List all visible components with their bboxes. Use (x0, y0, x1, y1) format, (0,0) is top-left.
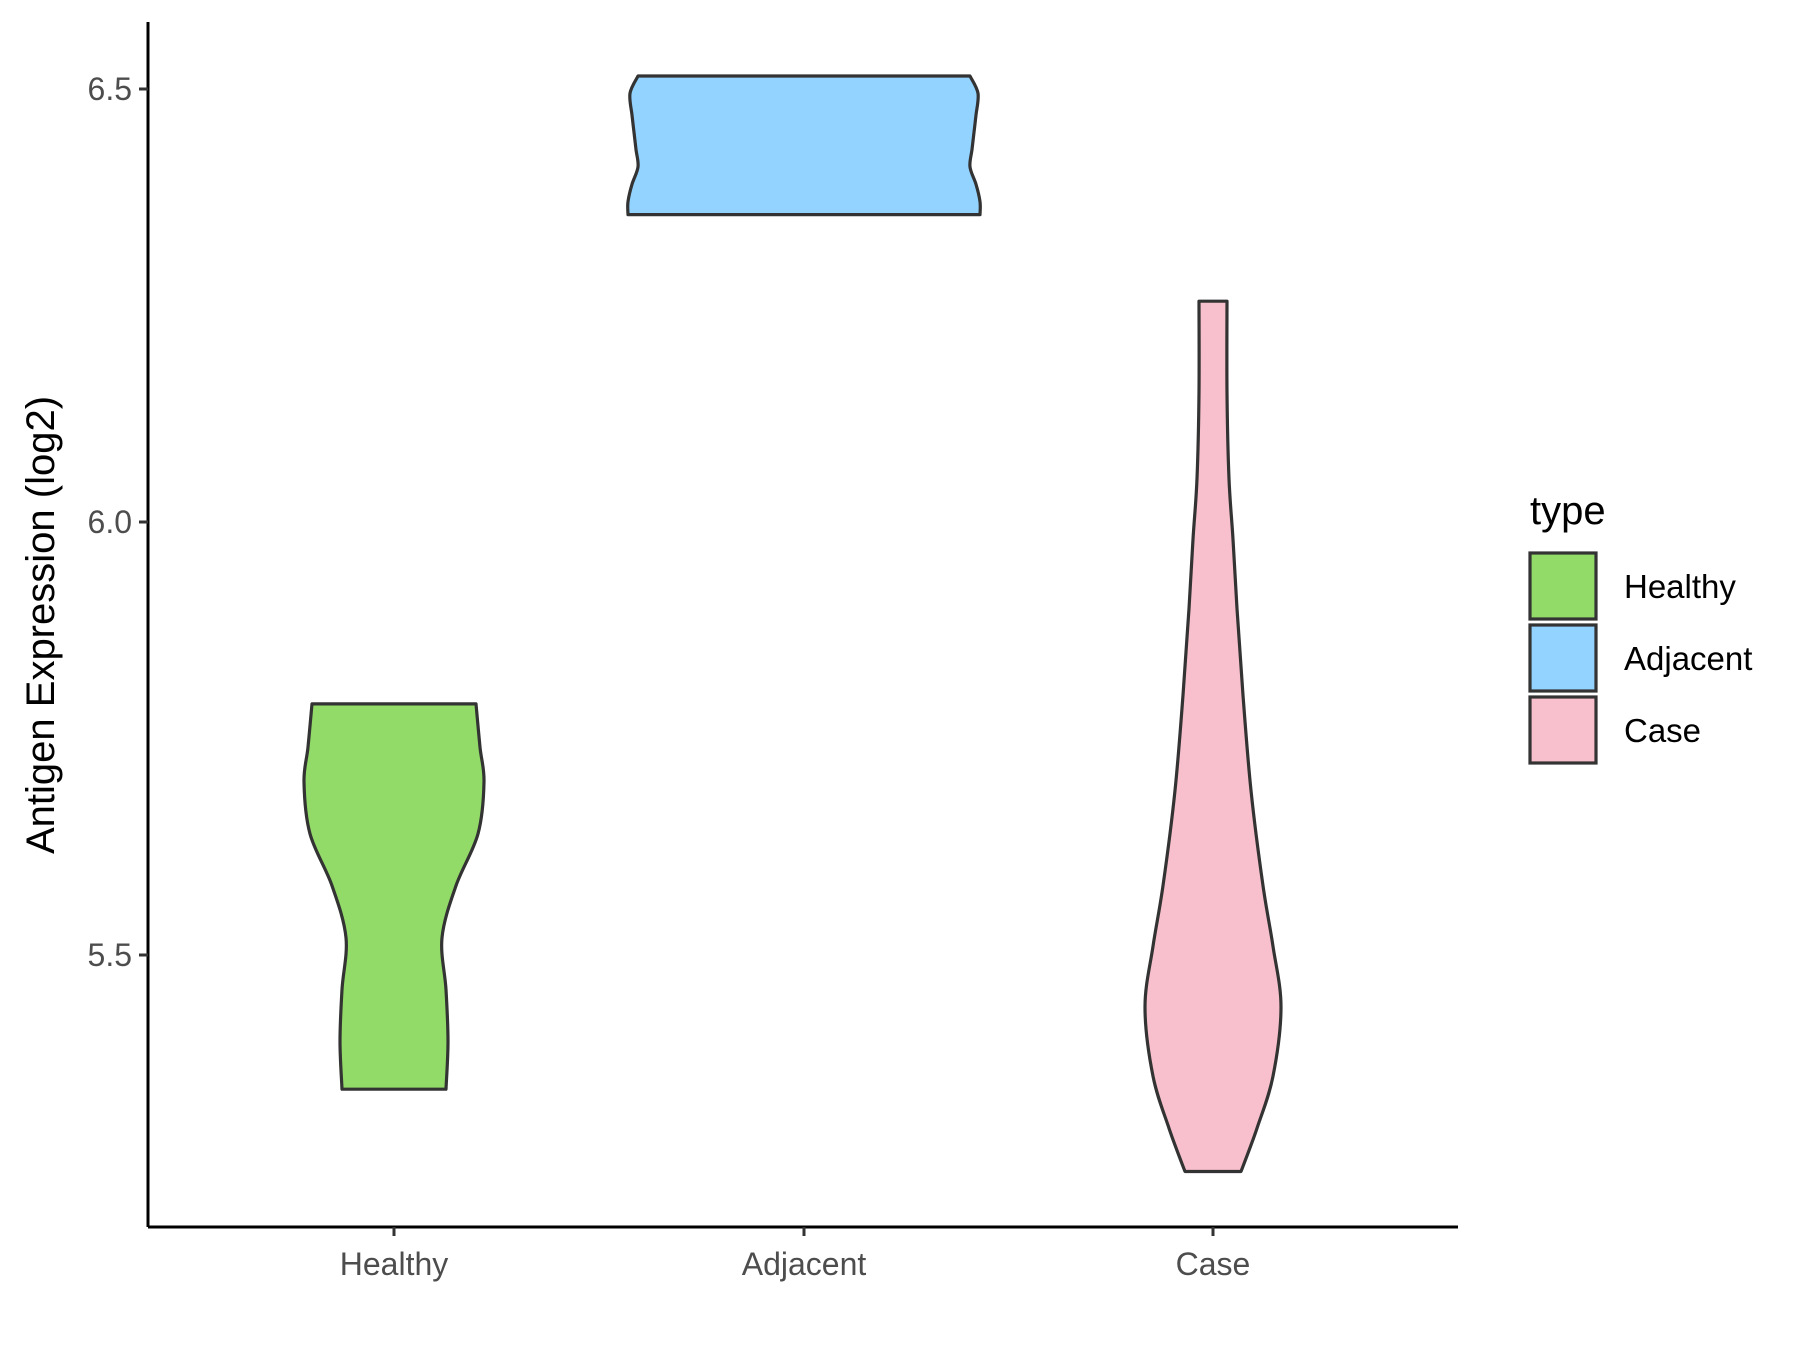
legend-swatch-adjacent (1528, 623, 1598, 693)
x-tick-label: Healthy (340, 1246, 449, 1282)
legend-swatch-case (1528, 695, 1598, 765)
plot-area (302, 74, 1283, 1174)
legend-swatch-healthy (1528, 551, 1598, 621)
y-tick-label: 6.0 (88, 504, 132, 540)
x-tick-label: Adjacent (742, 1246, 867, 1282)
y-tick-label: 5.5 (88, 937, 132, 973)
legend-label: Case (1624, 712, 1701, 749)
y-tick-label: 6.5 (88, 71, 132, 107)
x-axis: Healthy Adjacent Case (148, 1225, 1458, 1282)
violin-adjacent (626, 74, 982, 217)
violin-healthy (302, 702, 486, 1091)
y-axis: 5.5 6.0 6.5 (88, 22, 150, 1227)
y-axis-title: Antigen Expression (log2) (19, 396, 63, 854)
legend-title: type (1530, 489, 1606, 533)
x-tick-label: Case (1176, 1246, 1251, 1282)
violin-case (1143, 299, 1283, 1174)
legend-label: Adjacent (1624, 640, 1752, 677)
legend: type Healthy Adjacent Case (1528, 489, 1752, 765)
legend-label: Healthy (1624, 568, 1736, 605)
